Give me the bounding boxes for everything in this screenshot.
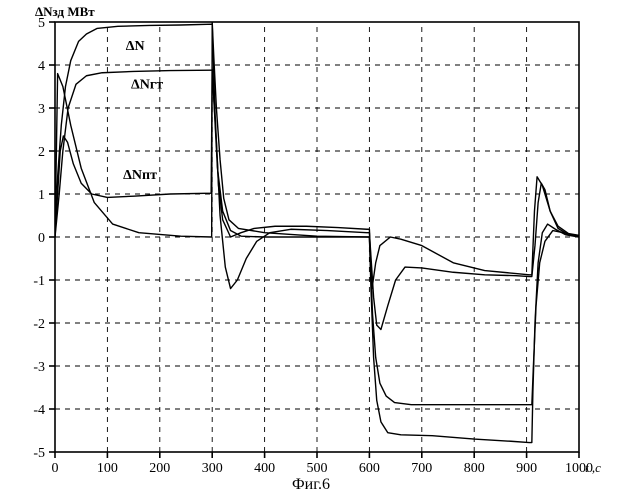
svg-text:-5: -5 [33,446,45,461]
svg-text:900: 900 [516,461,537,476]
svg-text:600: 600 [359,461,380,476]
svg-text:400: 400 [254,461,275,476]
svg-text:3: 3 [38,102,45,117]
svg-text:-4: -4 [33,403,45,418]
svg-text:1: 1 [38,188,45,203]
svg-text:700: 700 [411,461,432,476]
svg-text:-2: -2 [33,317,45,332]
series-label-dNpt: ΔNпт [123,168,157,183]
svg-text:4: 4 [38,59,45,74]
series-label-dN: ΔN [126,39,145,54]
svg-text:500: 500 [307,461,328,476]
svg-text:800: 800 [464,461,485,476]
figure-caption: Фиг.6 [0,476,622,494]
line-chart: 01002003004005006007008009001000-5-4-3-2… [0,0,622,500]
svg-text:2: 2 [38,145,45,160]
svg-text:0: 0 [52,461,59,476]
svg-text:300: 300 [202,461,223,476]
svg-text:t ,с: t ,с [585,460,601,475]
svg-text:-1: -1 [33,274,45,289]
svg-text:ΔNзд МВт: ΔNзд МВт [35,4,95,19]
svg-text:0: 0 [38,231,45,246]
series-label-dNgt: ΔNгт [131,78,163,93]
svg-text:-3: -3 [33,360,45,375]
svg-text:100: 100 [97,461,118,476]
svg-text:200: 200 [149,461,170,476]
